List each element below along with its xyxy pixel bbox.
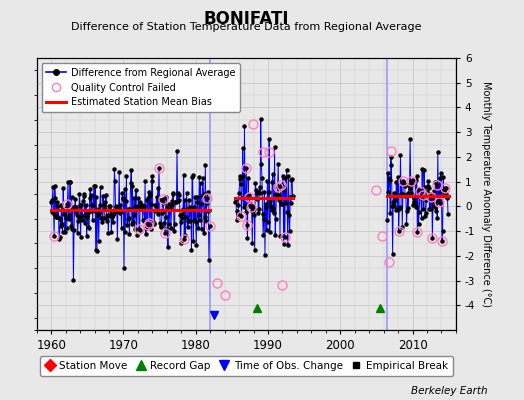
Legend: Station Move, Record Gap, Time of Obs. Change, Empirical Break: Station Move, Record Gap, Time of Obs. C… <box>39 356 453 376</box>
Y-axis label: Monthly Temperature Anomaly Difference (°C): Monthly Temperature Anomaly Difference (… <box>481 81 491 307</box>
Legend: Difference from Regional Average, Quality Control Failed, Estimated Station Mean: Difference from Regional Average, Qualit… <box>41 63 240 112</box>
Text: Berkeley Earth: Berkeley Earth <box>411 386 487 396</box>
Text: BONIFATI: BONIFATI <box>203 10 289 28</box>
Text: Difference of Station Temperature Data from Regional Average: Difference of Station Temperature Data f… <box>71 22 421 32</box>
